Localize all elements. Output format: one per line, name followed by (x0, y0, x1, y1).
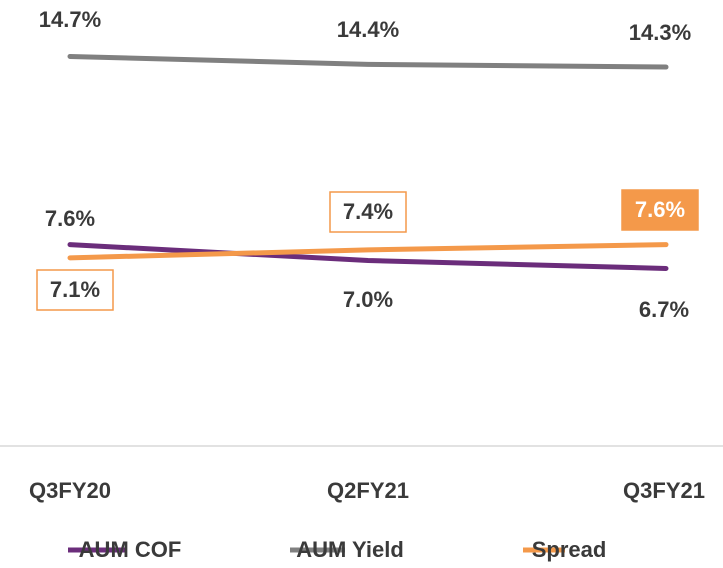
x-tick-label: Q3FY20 (29, 478, 111, 503)
series-line (67, 242, 669, 261)
x-tick-label: Q2FY21 (327, 478, 409, 503)
data-label: 7.0% (343, 287, 393, 312)
legend-label: AUM COF (79, 537, 182, 562)
data-label: 7.1% (50, 277, 100, 302)
label-box (36, 269, 114, 311)
label-box (621, 189, 699, 231)
series-line (67, 53, 669, 70)
x-tick-label: Q3FY21 (623, 478, 705, 503)
data-label: 6.7% (639, 297, 689, 322)
legend-label: Spread (532, 537, 607, 562)
data-label: 14.7% (39, 7, 101, 32)
series-line (67, 242, 669, 271)
legend-label: AUM Yield (296, 537, 404, 562)
data-label: 7.4% (343, 199, 393, 224)
data-label: 14.4% (337, 17, 399, 42)
data-label: 7.6% (45, 206, 95, 231)
data-label: 7.6% (635, 197, 685, 222)
data-label: 14.3% (629, 20, 691, 45)
label-box (329, 191, 407, 233)
